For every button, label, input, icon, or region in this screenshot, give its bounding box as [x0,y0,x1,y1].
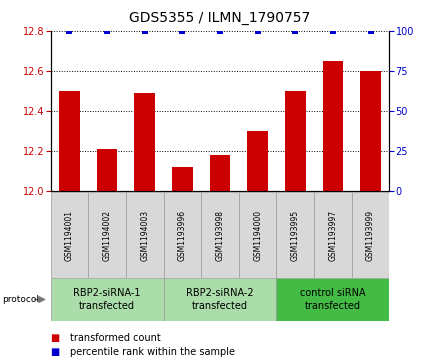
Text: GSM1193998: GSM1193998 [216,209,224,261]
Text: transformed count: transformed count [70,333,161,343]
Bar [59,91,80,191]
Text: GSM1194002: GSM1194002 [103,209,112,261]
Bar [164,192,201,278]
Bar [285,91,306,191]
Bar [51,192,88,278]
Bar [314,192,352,278]
Bar [201,192,239,278]
Bar [164,278,276,321]
Bar [172,167,193,191]
Text: GSM1194001: GSM1194001 [65,209,74,261]
Bar [134,93,155,191]
Text: control siRNA
transfected: control siRNA transfected [300,288,366,311]
Bar [323,61,343,191]
Bar [360,71,381,191]
Text: GSM1193995: GSM1193995 [291,209,300,261]
Bar [51,278,164,321]
Bar [276,278,389,321]
Bar [352,192,389,278]
Text: GSM1193997: GSM1193997 [328,209,337,261]
Text: GSM1193996: GSM1193996 [178,209,187,261]
Text: GDS5355 / ILMN_1790757: GDS5355 / ILMN_1790757 [129,11,311,25]
Text: protocol: protocol [2,295,39,304]
Text: RBP2-siRNA-1
transfected: RBP2-siRNA-1 transfected [73,288,141,311]
Text: percentile rank within the sample: percentile rank within the sample [70,347,235,357]
Text: GSM1194003: GSM1194003 [140,209,149,261]
Text: ■: ■ [51,333,60,343]
Bar [276,192,314,278]
Bar [209,155,231,191]
Text: ■: ■ [51,347,60,357]
Bar [97,148,117,191]
Bar [126,192,164,278]
Bar [88,192,126,278]
Text: RBP2-siRNA-2
transfected: RBP2-siRNA-2 transfected [186,288,254,311]
Text: GSM1194000: GSM1194000 [253,209,262,261]
Bar [247,131,268,191]
Bar [239,192,276,278]
Text: GSM1193999: GSM1193999 [366,209,375,261]
